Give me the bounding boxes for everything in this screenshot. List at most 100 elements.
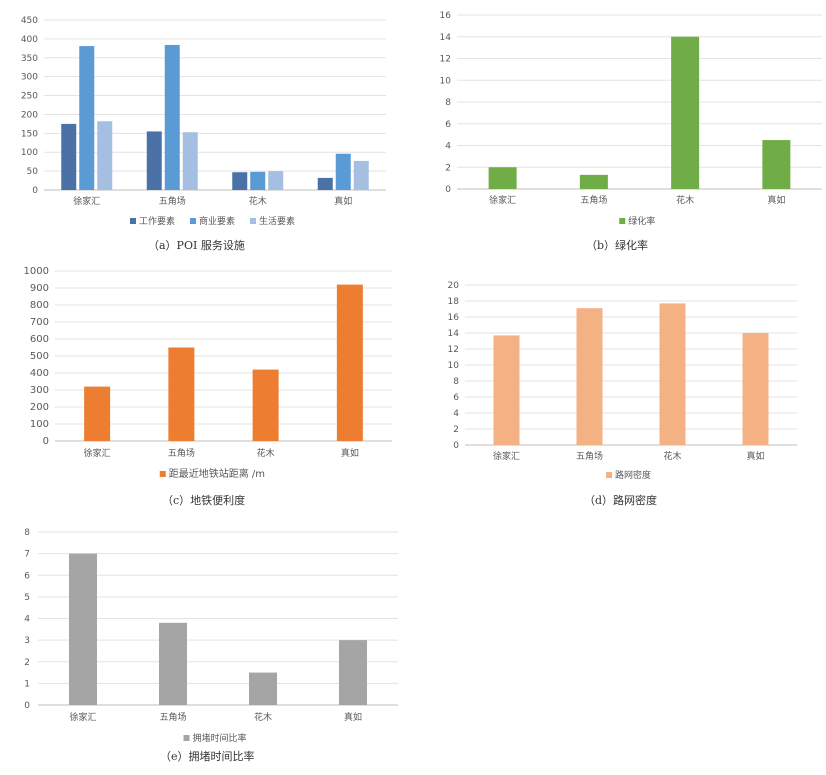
bar-徐家汇-商业要素	[79, 46, 95, 190]
y-tick-label: 50	[27, 167, 39, 177]
bar-真如-生活要素	[353, 160, 369, 190]
y-tick-label: 2	[453, 425, 459, 435]
caption-b: （b）绿化率	[586, 239, 649, 252]
y-tick-label: 150	[21, 129, 38, 139]
legend-swatch	[606, 472, 612, 478]
x-tick-label: 真如	[344, 711, 362, 723]
x-tick-label: 花木	[663, 450, 681, 462]
bar-五角场-生活要素	[182, 132, 198, 190]
y-tick-label: 10	[440, 76, 452, 86]
y-tick-label: 4	[445, 142, 451, 152]
chart-panel-a: 0 50 100 150 200 250 300 350 400 450 徐家汇 五角场 花木 真如 工作要…	[0, 0, 410, 245]
y-tick-label: 4	[453, 409, 459, 419]
bar-真如-拥堵时间比率	[339, 640, 367, 705]
x-tick-label: 徐家汇	[69, 711, 96, 723]
y-tick-label: 12	[448, 345, 459, 355]
chart-panel-d: 0 2 4 6 8 10 12 14 16 18 20 徐家汇 五角场 花木 真如 路网密度	[420, 272, 826, 492]
bar-五角场-工作要素	[146, 131, 162, 190]
x-tick-label: 花木	[257, 447, 275, 459]
bar-真如-商业要素	[335, 153, 351, 190]
caption-e: （e）拥堵时间比率	[160, 750, 255, 763]
y-tick-label: 400	[21, 35, 38, 45]
bar-真如-距最近地铁站距离 /m	[336, 284, 363, 441]
legend-swatch	[190, 218, 196, 224]
y-tick-label: 450	[21, 16, 38, 26]
chart-c-svg: 0 100 200 300 400 500 600 700 800 900 1000 徐家汇 五角场 花木…	[24, 266, 392, 480]
bar-花木-生活要素	[268, 171, 284, 190]
y-tick-label: 100	[21, 148, 38, 158]
y-tick-label: 6	[445, 120, 451, 130]
legend-swatch	[619, 218, 626, 224]
legend-label: 工作要素	[139, 215, 175, 227]
y-tick-label: 8	[24, 528, 30, 538]
x-tick-label: 真如	[746, 450, 764, 462]
y-tick-label: 200	[21, 110, 38, 120]
y-tick-label: 6	[24, 571, 30, 581]
y-tick-label: 14	[448, 329, 460, 339]
legend-swatch	[183, 735, 190, 741]
chart-panel-c: 0 100 200 300 400 500 600 700 800 900 1000 徐家汇 五角场 花木…	[0, 262, 410, 492]
chart-panel-b: 0 2 4 6 8 10 12 14 16 徐家汇 五角场 花木 真如 绿化率	[420, 0, 826, 245]
y-tick-label: 7	[24, 550, 30, 560]
y-tick-label: 6	[453, 393, 459, 403]
y-tick-label: 600	[30, 334, 49, 345]
y-tick-label: 16	[448, 313, 460, 323]
bar-徐家汇-绿化率	[488, 167, 517, 189]
bar-徐家汇-工作要素	[61, 123, 77, 190]
y-tick-label: 20	[448, 281, 460, 291]
x-tick-label: 真如	[341, 447, 359, 459]
bar-花木-绿化率	[671, 36, 700, 189]
bar-花木-商业要素	[250, 171, 266, 190]
bar-五角场-绿化率	[579, 174, 608, 189]
y-tick-label: 4	[24, 615, 30, 625]
y-tick-label: 14	[440, 33, 452, 43]
chart-a-svg: 0 50 100 150 200 250 300 350 400 450 徐家汇 五角场 花木 真如工作要…	[21, 16, 386, 227]
caption-d: （d）路网密度	[584, 494, 658, 507]
x-tick-label: 真如	[767, 194, 785, 206]
y-tick-label: 3	[24, 636, 30, 646]
y-tick-label: 100	[30, 419, 49, 430]
y-tick-label: 1	[24, 679, 30, 689]
bar-五角场-商业要素	[164, 44, 180, 190]
y-tick-label: 250	[21, 92, 38, 102]
x-tick-label: 徐家汇	[489, 194, 516, 206]
x-tick-label: 徐家汇	[73, 195, 100, 207]
caption-a: （a）POI 服务设施	[148, 239, 245, 252]
bar-五角场-拥堵时间比率	[159, 622, 187, 705]
bar-五角场-路网密度	[576, 308, 603, 445]
legend-swatch	[159, 471, 166, 477]
y-tick-label: 350	[21, 54, 38, 64]
bar-真如-工作要素	[317, 177, 333, 190]
bar-徐家汇-路网密度	[493, 335, 520, 445]
bar-花木-工作要素	[232, 172, 248, 190]
y-tick-label: 800	[30, 300, 49, 311]
y-tick-label: 1000	[24, 266, 49, 277]
y-tick-label: 8	[453, 377, 459, 387]
bar-真如-路网密度	[742, 333, 769, 445]
y-tick-label: 10	[448, 361, 460, 371]
x-tick-label: 五角场	[168, 447, 195, 459]
y-tick-label: 8	[445, 98, 451, 108]
y-tick-label: 0	[445, 185, 451, 195]
bar-花木-路网密度	[659, 303, 686, 445]
legend-label: 拥堵时间比率	[193, 732, 247, 744]
legend-swatch	[250, 218, 256, 224]
y-tick-label: 300	[21, 73, 38, 83]
bar-花木-拥堵时间比率	[249, 672, 277, 705]
y-tick-label: 18	[448, 297, 460, 307]
legend-label: 生活要素	[259, 215, 295, 227]
x-tick-label: 真如	[334, 195, 352, 207]
bar-五角场-距最近地铁站距离 /m	[168, 347, 195, 441]
x-tick-label: 花木	[254, 711, 272, 723]
y-tick-label: 2	[24, 658, 30, 668]
y-tick-label: 300	[30, 385, 49, 396]
y-tick-label: 200	[30, 402, 49, 413]
x-tick-label: 徐家汇	[493, 450, 520, 462]
y-tick-label: 0	[453, 441, 459, 451]
legend-swatch	[130, 218, 136, 224]
y-tick-label: 900	[30, 283, 49, 294]
y-tick-label: 700	[30, 317, 49, 328]
y-tick-label: 400	[30, 368, 49, 379]
